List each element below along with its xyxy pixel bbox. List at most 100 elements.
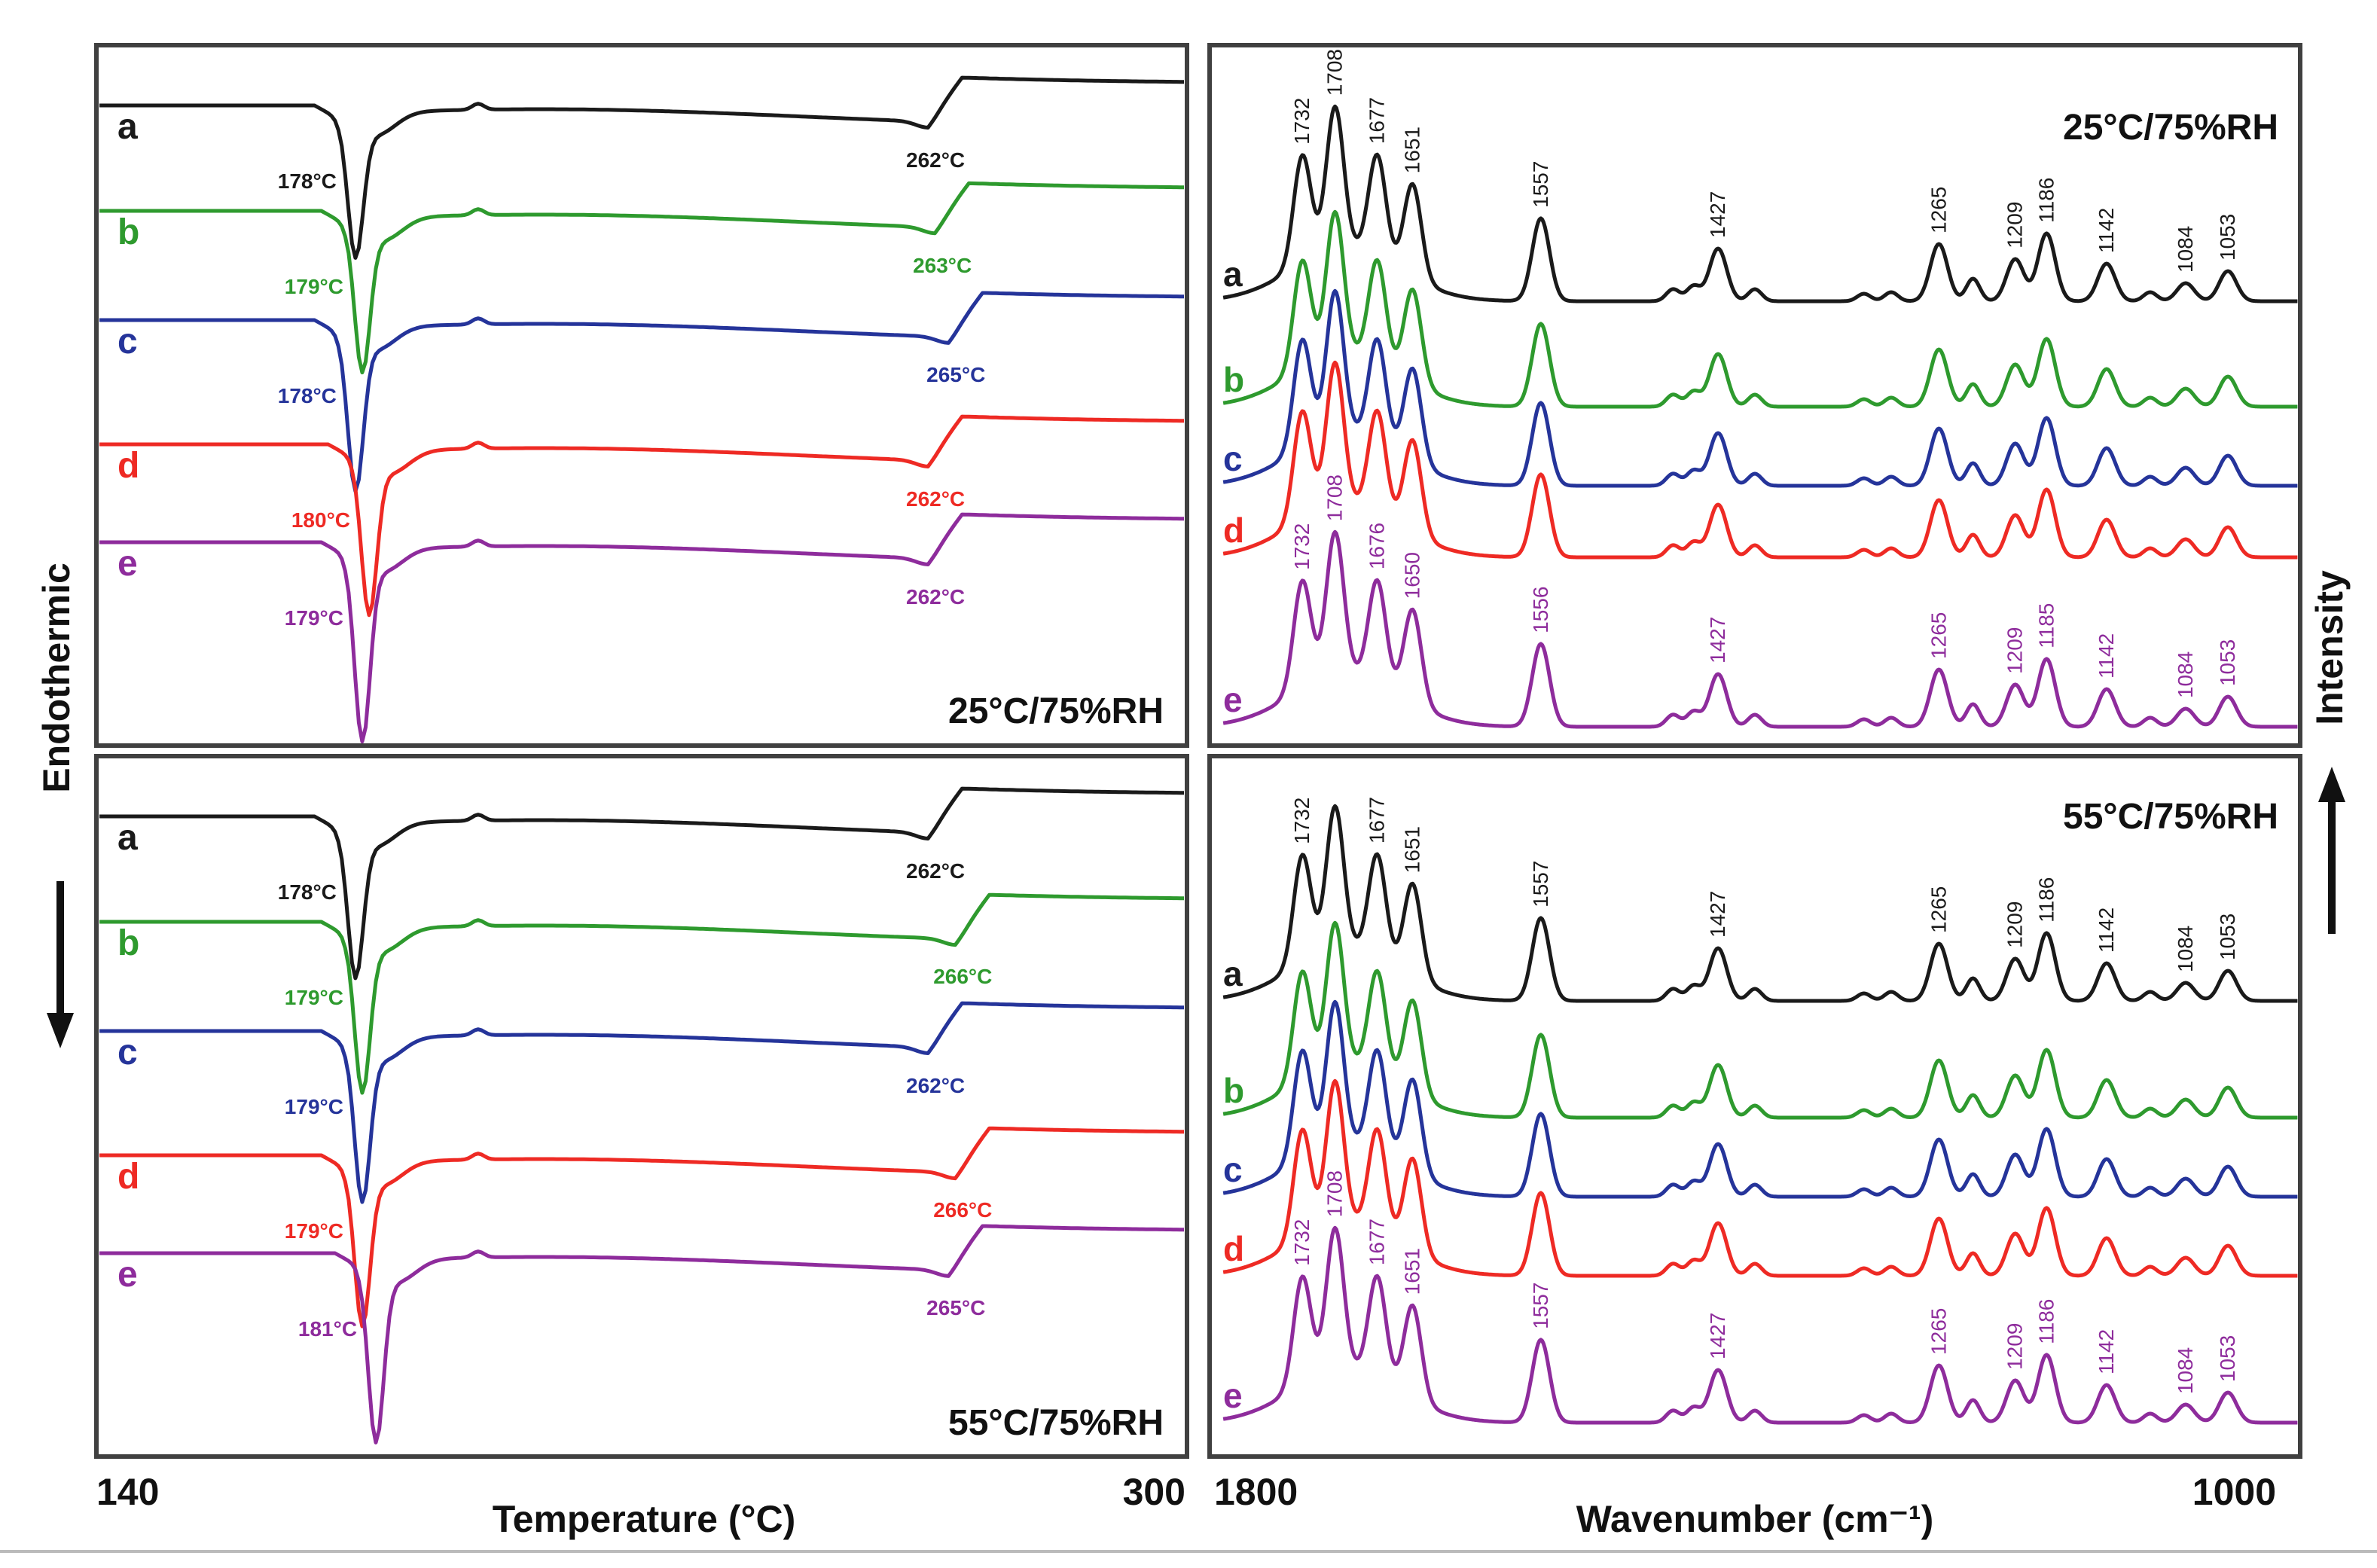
dsc-upper-condition: 25°C/75%RH [948, 691, 1164, 731]
peak-label: 1142 [2095, 908, 2118, 953]
melt-temp-label: 178°C [278, 169, 337, 193]
trace-letter: e [117, 1255, 138, 1295]
dsc-upper-frame [94, 43, 1189, 748]
dsc-trace [98, 291, 1185, 493]
dsc-trace [98, 181, 1185, 375]
ir-trace [1222, 529, 2299, 729]
peak-label: 1186 [2034, 178, 2058, 223]
peak-label: 1265 [1927, 187, 1950, 233]
trace-letter: b [1223, 1071, 1244, 1110]
trace-letter: c [1223, 439, 1243, 478]
peak-label: 1209 [2003, 1323, 2027, 1370]
trace-letter: e [117, 544, 138, 584]
melt-temp-label: 179°C [285, 1095, 343, 1118]
trace-letter: c [1223, 1150, 1243, 1189]
ir-trace [1222, 1078, 2299, 1278]
peak-label: 1186 [2034, 1299, 2058, 1344]
trace-letter: b [117, 212, 139, 252]
peak-label: 1186 [2034, 877, 2058, 923]
decomp-temp-label: 266°C [933, 1198, 992, 1222]
ir-y-axis-title: Intensity [2308, 570, 2351, 725]
trace-letter: a [117, 107, 138, 147]
peak-label: 1708 [1323, 49, 1347, 96]
dsc-trace [98, 414, 1185, 618]
ir-lower-condition: 55°C/75%RH [2063, 797, 2278, 837]
peak-label: 1677 [1365, 1219, 1389, 1265]
ir-trace [1222, 104, 2299, 304]
trace-letter: c [117, 1033, 138, 1072]
peak-label: 1677 [1365, 797, 1389, 843]
melt-temp-label: 179°C [285, 606, 343, 630]
peak-label: 1650 [1401, 552, 1424, 599]
decomp-temp-label: 263°C [913, 254, 972, 277]
dsc-x-axis-title: Temperature (°C) [493, 1498, 795, 1540]
ir-trace [1222, 804, 2299, 1003]
ir-upper-condition: 25°C/75%RH [2063, 108, 2278, 148]
peak-label: 1427 [1706, 891, 1729, 938]
peak-label: 1427 [1706, 191, 1729, 238]
peak-label: 1557 [1529, 1283, 1552, 1329]
ir-lower-frame [1207, 754, 2302, 1459]
decomp-temp-label: 265°C [926, 363, 985, 386]
decomp-temp-label: 262°C [906, 148, 965, 172]
trace-letter: e [1223, 680, 1243, 719]
peak-label: 1084 [2174, 651, 2197, 698]
dsc-trace [98, 512, 1185, 744]
melt-temp-label: 180°C [291, 508, 350, 532]
dsc-trace [98, 786, 1185, 981]
peak-label: 1084 [2174, 926, 2197, 972]
peak-label: 1053 [2216, 914, 2239, 960]
peak-label: 1732 [1290, 523, 1314, 570]
ir-upper-frame [1207, 43, 2302, 748]
ir-trace [1222, 360, 2299, 560]
ir-trace [1222, 1225, 2299, 1425]
decomp-temp-label: 262°C [906, 585, 965, 609]
trace-letter: d [117, 446, 139, 486]
peak-label: 1265 [1927, 1308, 1950, 1355]
peak-label: 1651 [1401, 1248, 1424, 1295]
dsc-trace [98, 1126, 1185, 1329]
trace-letter: a [1223, 255, 1243, 294]
decomp-temp-label: 266°C [933, 965, 992, 988]
peak-label: 1142 [2095, 1329, 2118, 1374]
dsc-trace [98, 75, 1185, 260]
plot-layer: a 178°C 262°C b 179°C 263°C c 178°C 265°C d 180°C 2… [98, 49, 2299, 1444]
decomp-temp-label: 265°C [926, 1296, 985, 1319]
dsc-trace [98, 892, 1185, 1095]
peak-label: 1676 [1365, 523, 1389, 569]
trace-letter: a [1223, 954, 1243, 993]
trace-letter: d [117, 1157, 139, 1197]
ir-x-axis-title: Wavenumber (cm⁻¹) [1576, 1498, 1934, 1540]
peak-label: 1427 [1706, 1313, 1729, 1359]
dsc-trace [98, 1224, 1185, 1444]
decomp-temp-label: 262°C [906, 859, 965, 883]
peak-label: 1732 [1290, 798, 1314, 844]
peak-label: 1084 [2174, 1347, 2197, 1394]
peak-label: 1557 [1529, 161, 1552, 208]
trace-letter: e [1223, 1376, 1243, 1415]
ir-x-max-label: 1000 [2192, 1471, 2276, 1513]
decomp-temp-label: 262°C [906, 1074, 965, 1097]
peak-label: 1732 [1290, 1219, 1314, 1266]
peak-label: 1185 [2034, 603, 2058, 648]
peak-label: 1209 [2003, 901, 2027, 948]
trace-letter: d [1223, 511, 1244, 550]
trace-letter: c [117, 322, 138, 361]
dsc-x-max-label: 300 [1123, 1471, 1185, 1513]
peak-label: 1084 [2174, 226, 2197, 273]
peak-label: 1265 [1927, 886, 1950, 933]
trace-letter: b [1223, 360, 1244, 399]
melt-temp-label: 179°C [285, 1219, 343, 1243]
peak-label: 1651 [1401, 826, 1424, 873]
ir-x-min-label: 1800 [1214, 1471, 1298, 1513]
peak-label: 1209 [2003, 627, 2027, 674]
trace-letter: a [117, 818, 138, 858]
peak-label: 1708 [1323, 1170, 1347, 1217]
peak-label: 1053 [2216, 214, 2239, 261]
trace-letter: d [1223, 1229, 1244, 1268]
peak-label: 1651 [1401, 127, 1424, 173]
dsc-trace [98, 1001, 1185, 1204]
peak-label: 1556 [1529, 587, 1552, 633]
ir-trace [1222, 920, 2299, 1120]
